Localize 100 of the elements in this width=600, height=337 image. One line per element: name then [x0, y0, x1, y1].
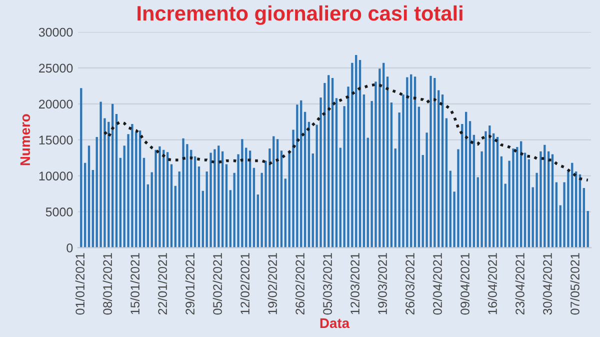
bar — [488, 125, 491, 248]
bar — [492, 133, 495, 248]
y-tick-label: 5000 — [46, 208, 73, 216]
bar — [80, 88, 82, 248]
bar — [516, 147, 518, 248]
bar — [100, 102, 102, 248]
bar — [154, 150, 157, 248]
bar — [438, 90, 440, 248]
bar — [472, 134, 476, 248]
x-tick-label: 07/05/2021 — [570, 253, 580, 315]
bar — [544, 144, 546, 248]
bar — [194, 156, 196, 248]
x-tick-label: 02/04/2021 — [432, 253, 442, 315]
bar — [461, 124, 464, 248]
x-tick-label: 19/03/2021 — [378, 253, 387, 314]
bar — [214, 149, 216, 248]
bar — [382, 62, 385, 248]
bar — [441, 94, 444, 248]
bar — [84, 162, 86, 248]
bar — [500, 156, 503, 248]
bar — [202, 190, 204, 248]
bar — [158, 146, 161, 248]
bar — [512, 148, 514, 248]
x-tick-label: 16/04/2021 — [488, 253, 497, 314]
x-tick-label: 23/04/2021 — [515, 253, 524, 314]
bar — [574, 171, 578, 248]
bar — [225, 164, 228, 248]
bar — [115, 114, 118, 248]
bar — [198, 166, 200, 248]
bar — [248, 150, 252, 248]
bar — [221, 151, 224, 248]
bar — [358, 60, 362, 248]
bar — [88, 146, 90, 248]
bar — [390, 102, 393, 248]
bar — [335, 98, 338, 248]
x-tick-label: 05/03/2021 — [322, 253, 332, 315]
bar — [468, 121, 472, 248]
x-tick-label: 09/04/2021 — [460, 253, 470, 315]
bar — [410, 74, 412, 248]
bar — [586, 211, 589, 248]
bar — [496, 136, 499, 248]
bar — [449, 170, 452, 248]
bar — [182, 138, 184, 248]
y-tick-label: 30000 — [38, 28, 73, 37]
bar — [582, 188, 586, 248]
bar — [524, 152, 526, 248]
bar — [434, 78, 436, 248]
bar — [414, 76, 416, 248]
bar — [296, 104, 298, 248]
bar — [174, 186, 176, 248]
bar — [386, 76, 389, 248]
bar — [304, 112, 306, 248]
bar — [571, 162, 574, 248]
x-tick-label: 26/03/2021 — [405, 253, 414, 314]
x-tick-label: 12/03/2021 — [350, 253, 360, 314]
bar — [142, 158, 146, 248]
bar — [445, 118, 448, 248]
x-tick-label: 01/01/2021 — [75, 253, 84, 315]
line-series — [103, 83, 590, 182]
bar — [210, 152, 212, 248]
bar — [108, 122, 110, 248]
bar — [406, 77, 408, 248]
y-tick-label: 20000 — [39, 100, 73, 109]
bar — [119, 158, 122, 248]
bar — [362, 94, 366, 248]
bar — [170, 164, 173, 248]
bar — [430, 76, 432, 248]
bar — [551, 154, 554, 248]
y-tick-label: 25000 — [39, 64, 73, 73]
x-tick-label: 15/01/2021 — [130, 253, 140, 314]
bar — [138, 130, 142, 248]
bar — [465, 112, 468, 248]
bar — [308, 122, 310, 248]
x-tick-label: 26/02/2021 — [295, 253, 304, 314]
bar — [256, 194, 259, 248]
x-tick-label: 29/01/2021 — [185, 253, 194, 314]
bar — [252, 168, 256, 248]
chart-title: Incremento giornaliero casi totali — [138, 5, 462, 25]
x-tick-label: 08/01/2021 — [102, 253, 112, 315]
bar — [92, 170, 94, 248]
x-axis-title: Data — [320, 318, 350, 328]
bar — [131, 124, 134, 248]
bar — [328, 75, 330, 248]
y-tick-label: 10000 — [39, 172, 73, 180]
bar — [331, 78, 334, 248]
x-tick-label: 22/01/2021 — [158, 253, 167, 314]
x-tick-label: 19/02/2021 — [268, 253, 277, 314]
x-tick-label: 12/02/2021 — [240, 253, 250, 314]
bar — [300, 100, 302, 248]
x-tick-label: 05/02/2021 — [212, 253, 222, 315]
y-axis-title: Numero — [20, 114, 30, 166]
bar — [355, 55, 358, 248]
bar — [547, 151, 550, 248]
bar — [555, 182, 558, 248]
bar — [418, 106, 420, 248]
bar — [280, 150, 283, 248]
bar — [241, 139, 244, 248]
bar — [218, 146, 220, 248]
bar — [166, 152, 169, 248]
bar — [146, 184, 149, 248]
